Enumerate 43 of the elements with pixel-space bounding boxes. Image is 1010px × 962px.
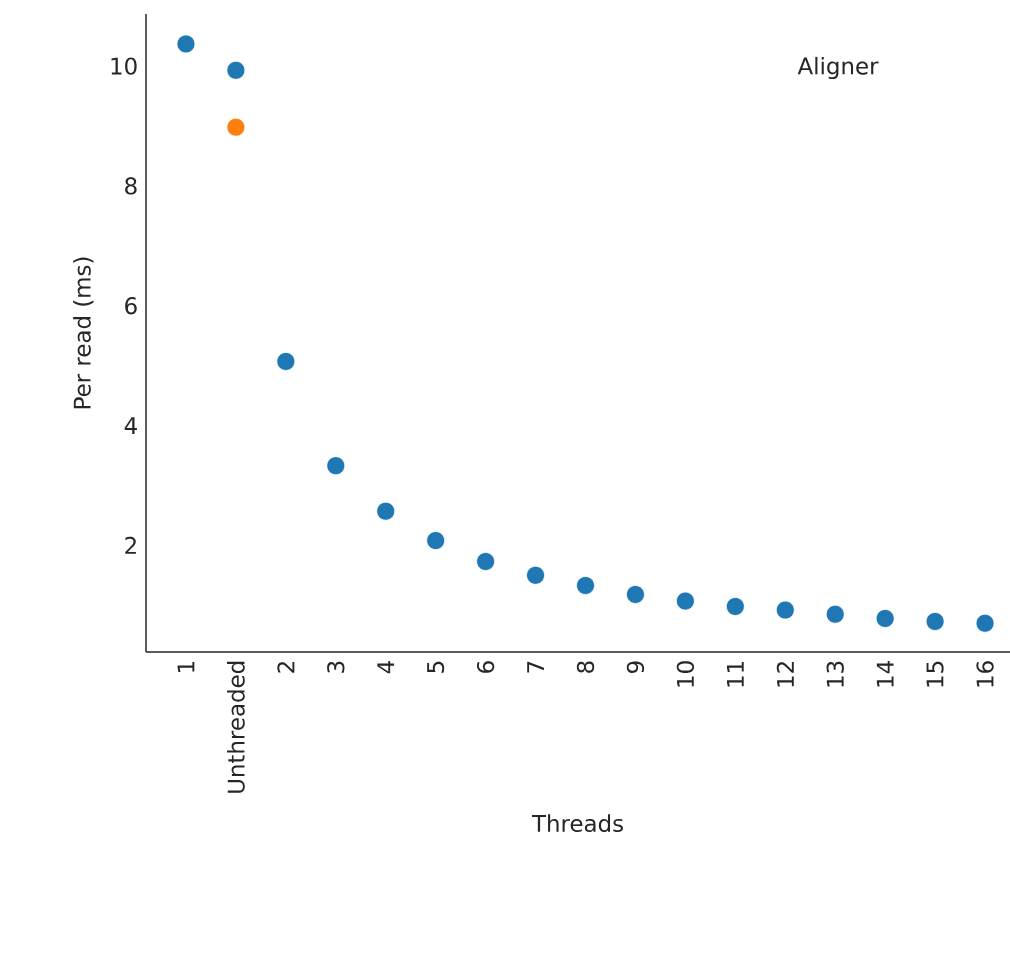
point xyxy=(675,591,695,611)
point xyxy=(975,613,995,633)
x-tick-label: 5 xyxy=(427,661,445,673)
x-axis-title: Threads xyxy=(531,814,623,833)
point xyxy=(226,60,246,80)
point xyxy=(875,609,895,628)
x-tick-label: 4 xyxy=(377,661,395,674)
x-tick-label: 14 xyxy=(876,661,894,687)
point xyxy=(775,600,795,620)
x-tick-label: 16 xyxy=(976,661,994,687)
x-tick-label: 2 xyxy=(277,662,295,673)
point xyxy=(925,612,945,631)
point xyxy=(226,117,246,137)
y-tick-label: 2 xyxy=(125,536,136,554)
x-tick-label: 7 xyxy=(527,661,544,673)
x-tick-label: 10 xyxy=(676,661,695,687)
y-tick-label: 8 xyxy=(125,177,137,195)
x-tick-label: 9 xyxy=(626,661,645,673)
x-tick-label: 6 xyxy=(476,661,495,673)
x-tick-label: Unthreaded xyxy=(227,661,245,793)
x-tick-label: 15 xyxy=(926,661,944,687)
y-tick-label: 6 xyxy=(125,297,137,315)
point xyxy=(276,352,296,371)
point xyxy=(426,531,446,550)
point xyxy=(825,604,845,624)
x-tick-label: 1 xyxy=(177,661,195,672)
point xyxy=(576,576,595,595)
point xyxy=(476,552,496,571)
point xyxy=(626,585,645,604)
x-tick-label: 12 xyxy=(776,662,794,687)
point xyxy=(326,456,346,476)
x-tick-label: 8 xyxy=(576,661,595,673)
y-axis-title: Per read (ms) xyxy=(73,257,94,409)
legend-title: Aligner xyxy=(797,56,879,80)
y-tick-label: 10 xyxy=(111,57,137,75)
x-tick-label: 3 xyxy=(327,661,345,673)
point xyxy=(376,501,396,521)
y-tick-label: 4 xyxy=(124,417,137,434)
x-tick-label: 11 xyxy=(726,661,744,687)
point xyxy=(526,565,545,585)
point xyxy=(176,34,196,54)
point xyxy=(725,597,745,616)
x-tick-label: 13 xyxy=(826,661,844,687)
